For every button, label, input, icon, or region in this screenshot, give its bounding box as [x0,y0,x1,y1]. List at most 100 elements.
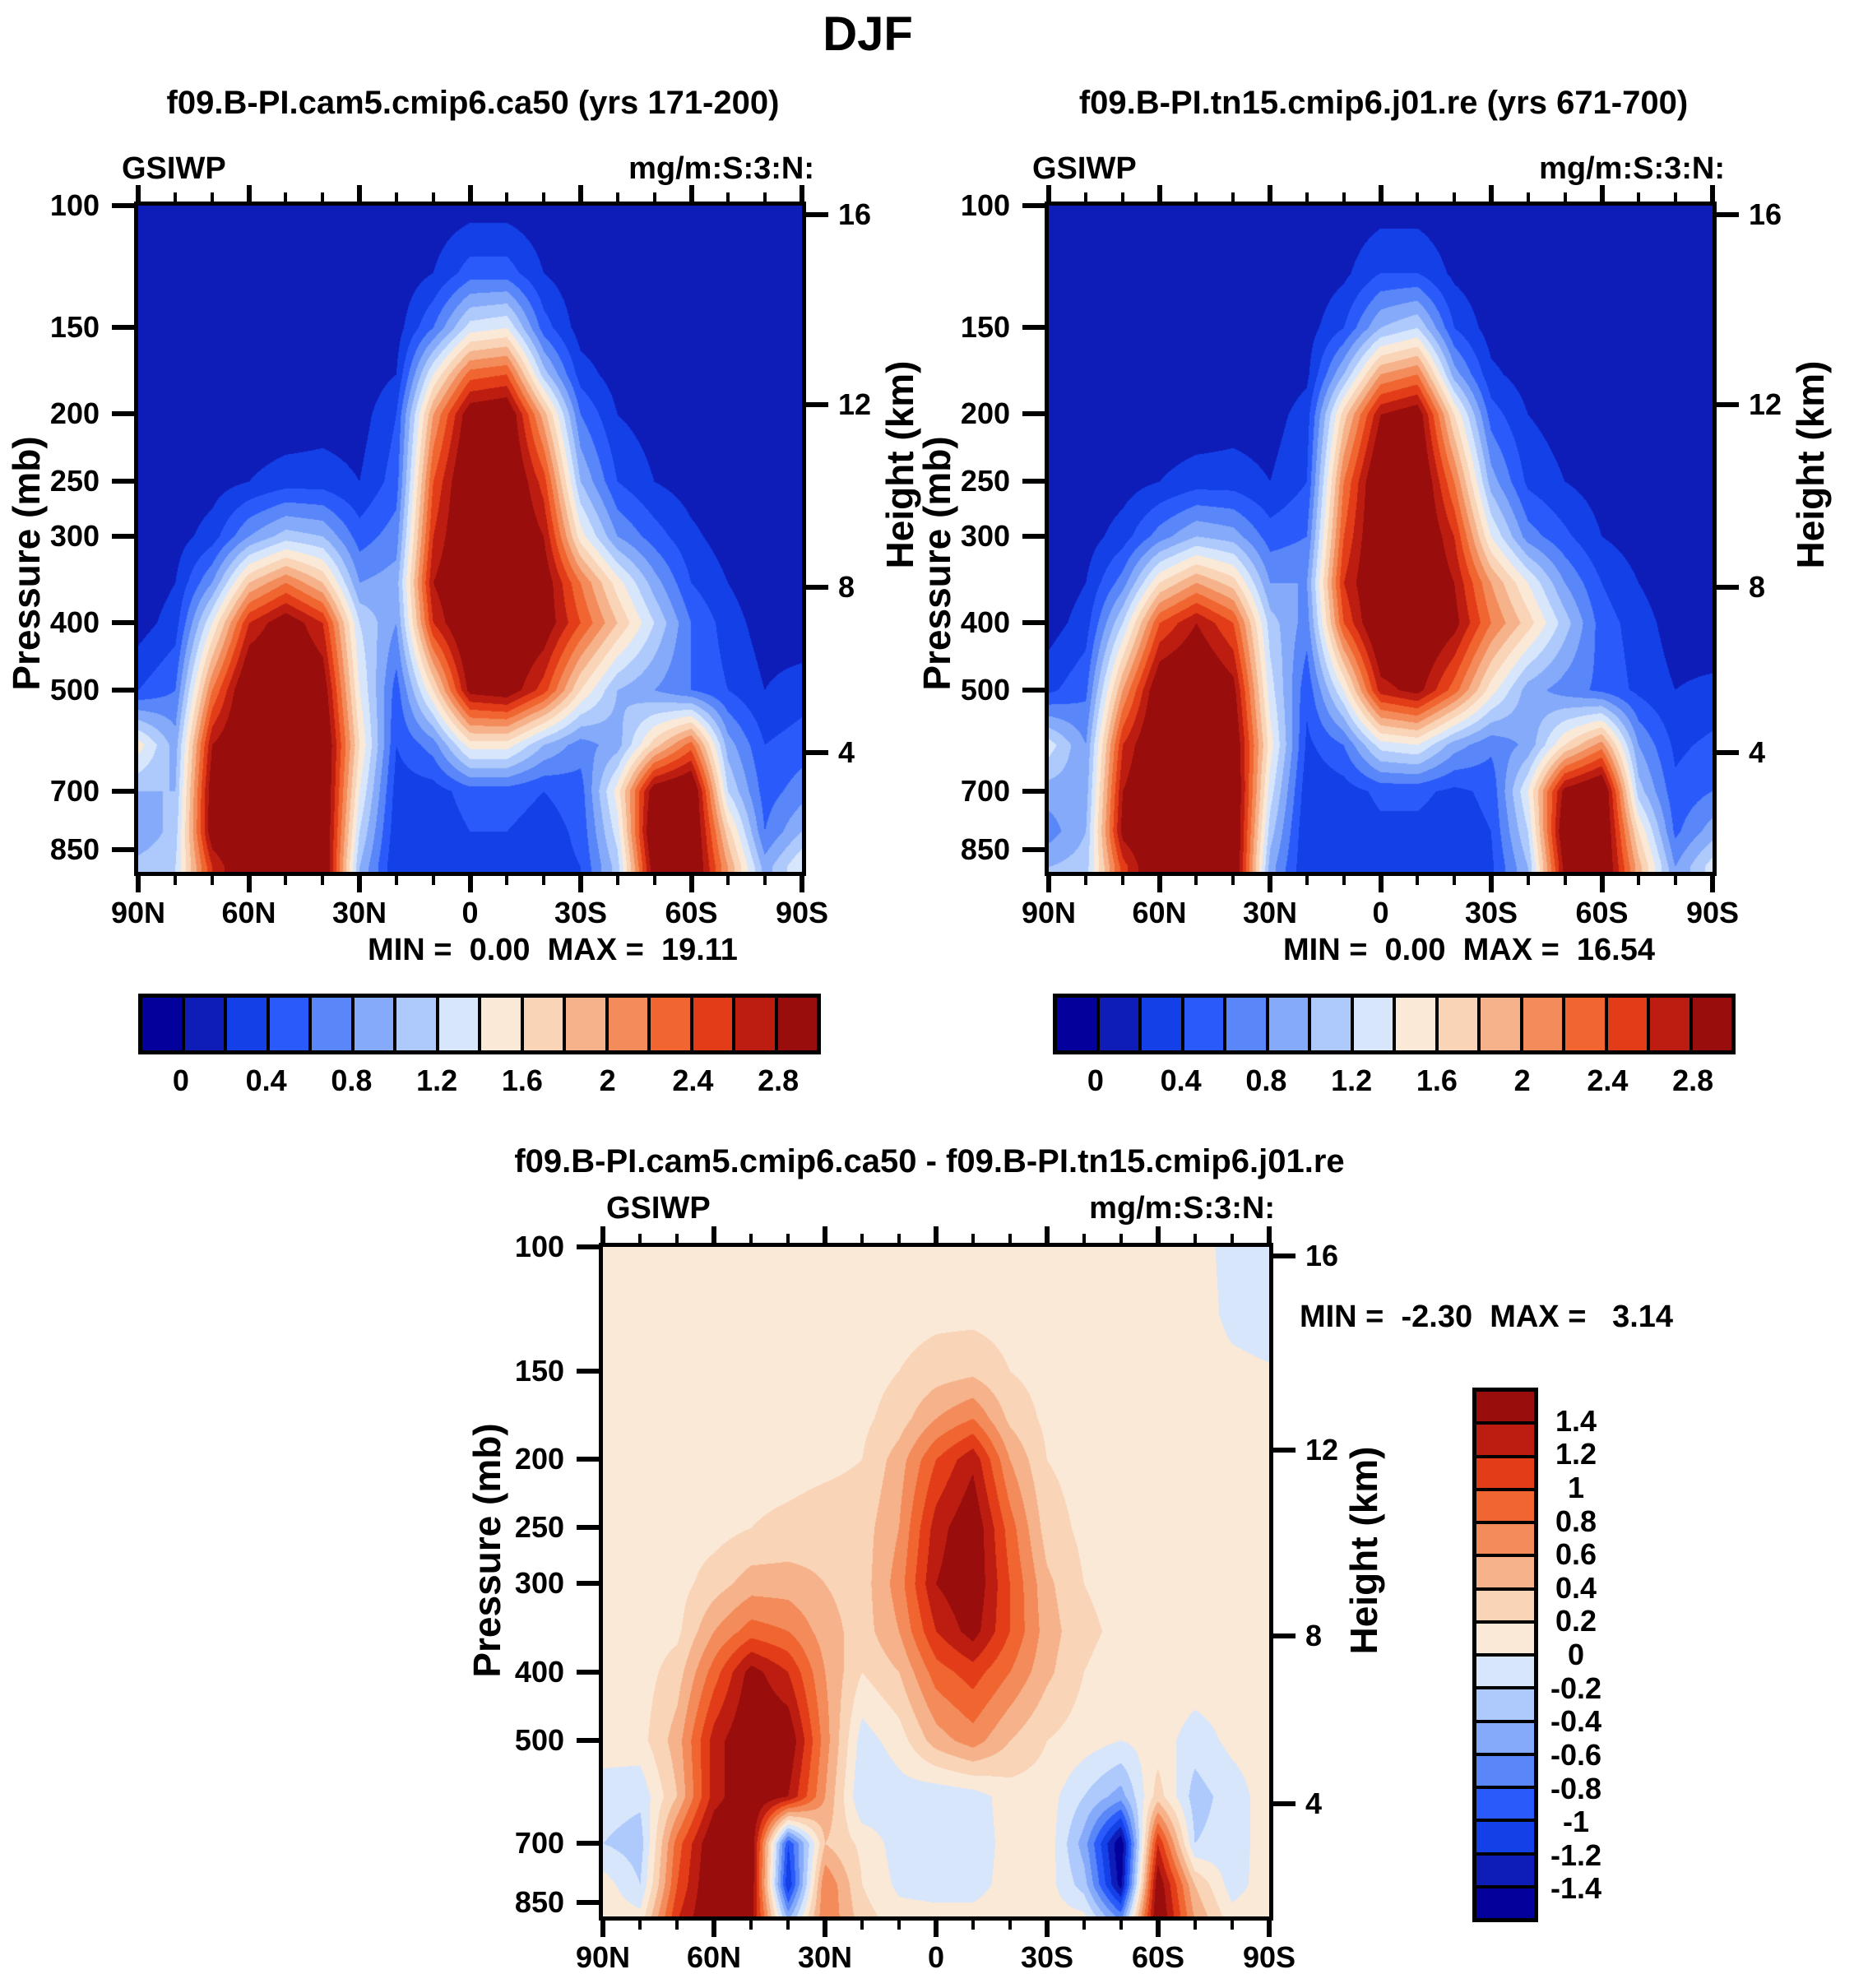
lat-tick-top [1267,1226,1272,1244]
lat-tick-bottom [934,1919,939,1937]
pressure-tick [1022,788,1047,794]
lat-tick-bottom [897,1919,901,1930]
colorbar-cell [1475,1721,1536,1754]
lat-tick-label: 60N [686,1940,742,1974]
lat-tick-label: 0 [461,896,479,929]
lat-tick-label: 90S [1242,1940,1296,1974]
colorbar-cell [1267,996,1309,1052]
lat-tick-bottom [1674,874,1678,885]
pressure-tick [112,619,137,625]
colorbar-diff-label: 0.4 [1555,1570,1597,1605]
lat-tick-top [688,185,694,203]
pressure-tick-label: 300 [514,1566,564,1601]
lat-tick-bottom [1120,874,1124,885]
lat-tick-top [246,185,252,203]
colorbar-diff-label: 1.2 [1555,1437,1597,1471]
colorbar-cell [521,996,564,1052]
lat-tick-bottom [615,874,619,885]
lat-tick-label: 30N [1242,896,1298,929]
pressure-tick [1022,533,1047,539]
pressure-tick-label: 400 [49,605,100,639]
figure-title: DJF [823,7,913,61]
lat-tick-top [394,192,398,203]
lat-tick-bottom [971,1919,975,1930]
pressure-tick-label: 700 [49,773,100,808]
colorbar-cell [141,996,183,1052]
colorbar-cell [437,996,480,1052]
pressure-tick [112,203,137,208]
lat-tick-bottom [1378,874,1384,892]
colorbar-diff-label: 0.2 [1555,1604,1597,1638]
lat-tick-top [1637,192,1641,203]
lat-tick-top [711,1226,716,1244]
lat-tick-top [505,192,509,203]
pressure-tick-label: 250 [960,464,1010,498]
colorbar-cell [1475,1555,1536,1589]
pressure-tick-label: 200 [49,396,100,431]
lat-tick-top [1194,1234,1197,1244]
lat-tick-top [726,192,730,203]
lat-tick-bottom [675,1919,679,1930]
colorbar-cell [1055,996,1098,1052]
height-tick [804,749,828,755]
colorbar-top-label: 2 [599,1064,616,1097]
lat-tick-bottom [1342,874,1346,885]
lat-tick-top [1599,185,1605,203]
pressure-tick [1022,203,1047,208]
colorbar-cell [352,996,395,1052]
panel-diff-minmax: MIN = -2.30 MAX = 3.14 [1299,1300,1674,1334]
lat-tick-label: 30S [554,896,608,929]
lat-tick-label: 30S [1464,896,1518,929]
colorbar-cell [691,996,734,1052]
pressure-tick [112,687,137,693]
pressure-tick [1022,619,1047,625]
lat-tick-bottom [652,874,656,885]
height-tick [804,402,828,408]
lat-tick-bottom [1489,874,1494,892]
pressure-tick [112,846,137,852]
height-tick-label: 16 [838,197,872,231]
height-tick-label: 12 [1305,1432,1339,1467]
lat-tick-top [860,1234,864,1244]
lat-tick-top [600,1226,605,1244]
colorbar-cell [1097,996,1140,1052]
lat-tick-bottom [210,874,214,885]
colorbar-diff-label: -0.8 [1550,1771,1602,1805]
colorbar-cell [1475,1754,1536,1787]
pressure-tick-label: 100 [960,188,1010,222]
colorbar-cell [1309,996,1352,1052]
lat-tick-bottom [321,874,325,885]
lat-tick-bottom [1119,1919,1123,1930]
lat-tick-bottom [726,874,730,885]
pressure-tick-label: 100 [49,188,100,222]
lat-tick-top [615,192,619,203]
lat-tick-bottom [394,874,398,885]
panel-diff-title: f09.B-PI.cam5.cmip6.ca50 - f09.B-PI.tn15… [514,1143,1345,1179]
colorbar-cell [183,996,225,1052]
pressure-tick-label: 100 [514,1230,564,1263]
lat-tick-bottom [357,874,362,892]
pressure-tick-label: 200 [960,396,1010,431]
lat-tick-top [897,1234,901,1244]
pressure-tick [1022,687,1047,693]
pressure-tick [577,1581,601,1587]
colorbar-top-label: 1.2 [416,1064,458,1097]
height-tick-label: 8 [1749,570,1766,605]
lat-tick-bottom [711,1919,716,1937]
panel-diff-units-label: mg/m:S:3:N: [1089,1191,1275,1226]
colorbar-cell [1475,1621,1536,1655]
pressure-tick [1022,479,1047,484]
height-tick-label: 8 [1305,1619,1323,1653]
colorbar-cell [1475,1655,1536,1689]
lat-tick-bottom [246,874,252,892]
colorbar-cell [606,996,649,1052]
colorbar-top-right [1053,994,1736,1054]
lat-tick-bottom [431,874,435,885]
panel-top-left-var-label: GSIWP [122,151,226,186]
colorbar-cell [1475,1456,1536,1490]
colorbar-top-label: 1.2 [1331,1064,1373,1097]
lat-tick-top [357,185,362,203]
colorbar-diff-label: 1 [1567,1470,1585,1504]
pressure-tick [577,1841,601,1847]
lat-tick-bottom [1453,874,1457,885]
